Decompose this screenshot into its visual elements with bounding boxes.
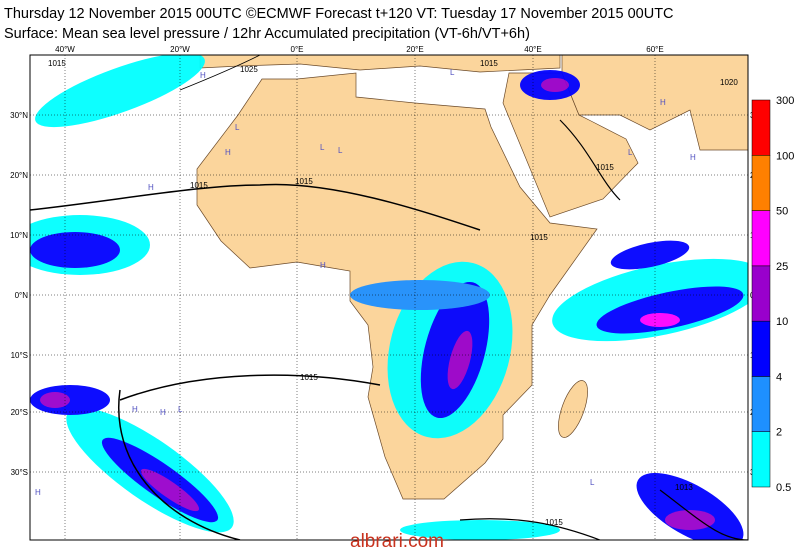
map-frame (29, 54, 749, 541)
colorbar-segment (751, 210, 771, 267)
colorbar-label: 0.5 (776, 482, 791, 494)
isobar-label: 1015 (530, 233, 548, 242)
lat-label: 20°S (11, 408, 28, 417)
precipitation (30, 55, 748, 540)
lon-label: 40°E (524, 45, 541, 54)
lat-label: 20°N (10, 171, 28, 180)
colorbar-label: 300 (776, 95, 794, 107)
lat-label: 30°S (11, 468, 28, 477)
colorbar-label: 10 (776, 316, 788, 328)
colorbar-label: 4 (776, 371, 782, 383)
pressure-center: L (628, 148, 633, 157)
isobar-label: 1015 (596, 163, 614, 172)
pressure-center: L (590, 478, 595, 487)
isobars (30, 55, 748, 540)
lon-label: 20°E (406, 45, 423, 54)
pressure-center: L (235, 123, 240, 132)
pressure-center: H (660, 98, 666, 107)
pressure-center: H (690, 153, 696, 162)
title: Thursday 12 November 2015 00UTC ©ECMWF F… (4, 6, 674, 22)
isobar-label: 1015 (480, 59, 498, 68)
colorbar-segment (751, 155, 771, 211)
subtitle: Surface: Mean sea level pressure / 12hr … (4, 26, 530, 42)
isobar-label: 1015 (190, 181, 208, 190)
pressure-center: L (338, 146, 343, 155)
isobar-label: 1015 (48, 59, 66, 68)
pressure-center: L (450, 68, 455, 77)
lon-label: 20°W (170, 45, 190, 54)
colorbar-segment (751, 265, 771, 322)
pressure-center: L (320, 143, 325, 152)
watermark: albrari.com (350, 531, 444, 550)
colorbar-segment (751, 320, 771, 377)
isobar-label: 1013 (675, 483, 693, 492)
lon-label: 40°W (55, 45, 75, 54)
colorbar-label: 100 (776, 150, 794, 162)
pressure-center: L (178, 405, 183, 414)
pressure-center: H (225, 148, 231, 157)
isobar-label: 1015 (295, 177, 313, 186)
lat-label: 30°N (10, 111, 28, 120)
pressure-center: H (320, 261, 326, 270)
pressure-center: H (160, 408, 166, 417)
isobar-label: 1020 (720, 78, 738, 87)
lat-label: 10°S (11, 351, 28, 360)
colorbar-segment (751, 431, 771, 488)
colorbar-segment (751, 376, 771, 432)
lon-label: 60°E (646, 45, 663, 54)
lat-label: 0°N (15, 291, 29, 300)
colorbar-segment (751, 99, 771, 156)
pressure-center: H (148, 183, 154, 192)
pressure-center: H (35, 488, 41, 497)
isobar-label: 1025 (240, 65, 258, 74)
isobar-label: 1015 (300, 373, 318, 382)
pressure-center: H (200, 71, 206, 80)
isobar-label: 1015 (545, 518, 563, 527)
lat-label: 10°N (10, 231, 28, 240)
colorbar-label: 25 (776, 261, 788, 273)
colorbar-label: 50 (776, 206, 788, 218)
pressure-center: H (132, 405, 138, 414)
colorbar-label: 2 (776, 427, 782, 439)
map (30, 55, 748, 540)
lon-label: 0°E (291, 45, 304, 54)
